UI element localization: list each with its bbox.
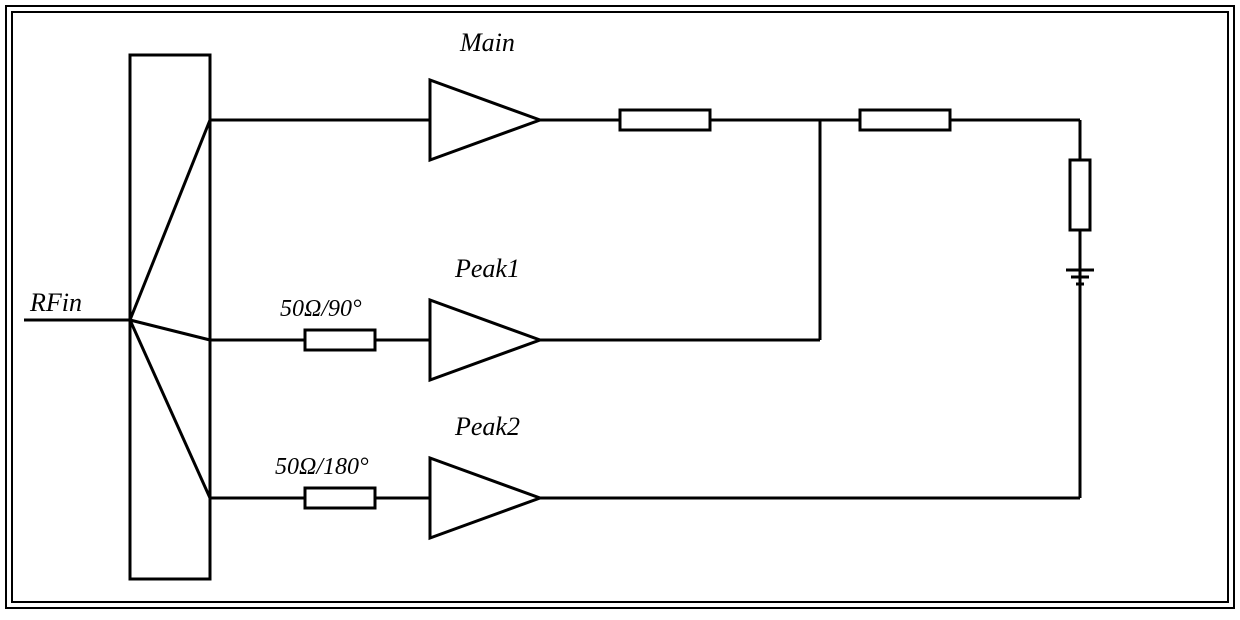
label-tline-peak2: 50Ω/180° [275, 454, 369, 481]
label-main: Main [460, 28, 515, 58]
label-tline-peak1: 50Ω/90° [280, 296, 362, 323]
label-peak1: Peak1 [455, 254, 520, 284]
label-rfin: RFin [30, 288, 82, 318]
label-peak2: Peak2 [455, 412, 520, 442]
circuit-diagram [0, 0, 1240, 620]
